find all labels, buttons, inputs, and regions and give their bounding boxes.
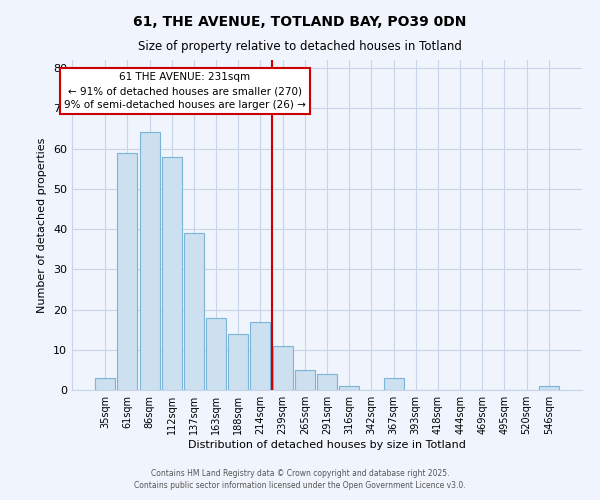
Bar	[383, 378, 404, 390]
Bar	[162, 156, 182, 390]
Y-axis label: Number of detached properties: Number of detached properties	[37, 138, 47, 312]
Bar	[339, 386, 359, 390]
Text: Contains HM Land Registry data © Crown copyright and database right 2025.
Contai: Contains HM Land Registry data © Crown c…	[134, 468, 466, 490]
Bar	[206, 318, 226, 390]
Bar	[184, 233, 204, 390]
Text: 61 THE AVENUE: 231sqm
← 91% of detached houses are smaller (270)
9% of semi-deta: 61 THE AVENUE: 231sqm ← 91% of detached …	[64, 72, 306, 110]
Bar	[272, 346, 293, 390]
Bar	[250, 322, 271, 390]
Bar	[539, 386, 559, 390]
Bar	[95, 378, 115, 390]
Text: Size of property relative to detached houses in Totland: Size of property relative to detached ho…	[138, 40, 462, 53]
Bar	[140, 132, 160, 390]
Bar	[295, 370, 315, 390]
X-axis label: Distribution of detached houses by size in Totland: Distribution of detached houses by size …	[188, 440, 466, 450]
Bar	[228, 334, 248, 390]
Text: 61, THE AVENUE, TOTLAND BAY, PO39 0DN: 61, THE AVENUE, TOTLAND BAY, PO39 0DN	[133, 15, 467, 29]
Bar	[317, 374, 337, 390]
Bar	[118, 152, 137, 390]
